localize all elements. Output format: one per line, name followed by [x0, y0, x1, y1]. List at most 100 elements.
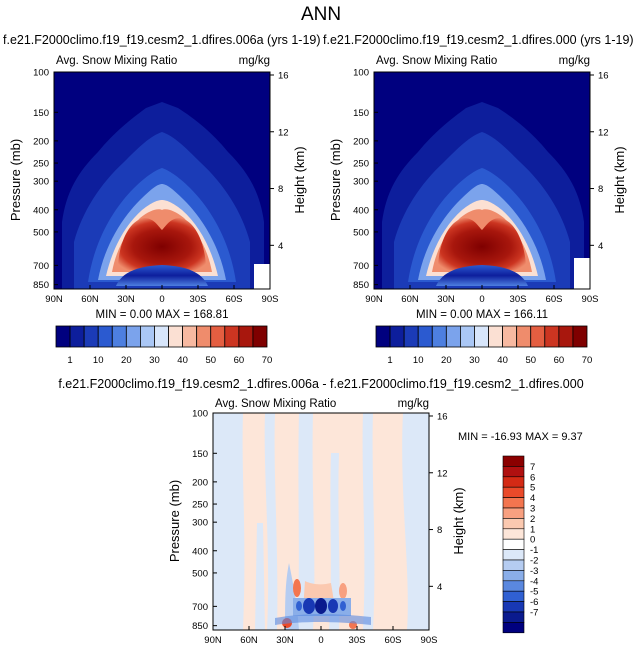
difference-colorbar-label: -2 [530, 556, 538, 567]
difference-colorbar-label: 5 [530, 483, 535, 494]
difference-y-tick-label: 500 [192, 568, 208, 579]
difference-colorbar-label: -4 [530, 576, 538, 587]
panel-2-y2-axis-label: Height (km) [612, 146, 627, 213]
panel-1-colorbar-swatch [196, 325, 212, 348]
difference-colorbar-label: -5 [530, 587, 538, 598]
panel-1-plot-area [53, 71, 271, 290]
difference-colorbar-label: 7 [530, 462, 535, 473]
panel-1-y2-tick-label: 8 [278, 184, 283, 195]
panel-2-y-tick-label: 150 [353, 108, 369, 119]
panel-2-colorbar-swatch [460, 325, 475, 348]
difference-colorbar-swatch [502, 528, 525, 540]
difference-colorbar-swatch [502, 559, 525, 571]
panel-1-case-title: f.e21.F2000climo.f19_f19.cesm2_1.dfires.… [3, 33, 321, 47]
panel-2-y2-tick-label: 4 [598, 241, 603, 252]
panel-1-colorbar-swatch [83, 325, 99, 348]
panel-1-x-tick-label: 30S [190, 294, 207, 305]
difference-y2-tick-label: 12 [437, 468, 448, 479]
panel-1-colorbar-label: 30 [149, 355, 160, 366]
panel-1-y-tick-label: 500 [33, 227, 49, 238]
panel-2-colorbar-swatch [516, 325, 532, 348]
panel-2: f.e21.F2000climo.f19_f19.cesm2_1.dfires.… [323, 33, 634, 366]
panel-1-y-tick-label: 250 [33, 159, 49, 170]
difference-colorbar-swatch [502, 580, 525, 592]
panel-2-x-tick-label: 90S [582, 294, 599, 305]
difference-stats: MIN = -16.93 MAX = 9.37 [458, 431, 583, 443]
difference-panel: f.e21.F2000climo.f19_f19.cesm2_1.dfires.… [58, 377, 583, 646]
difference-x-tick-label: 30N [276, 635, 294, 646]
difference-colorbar-label: -3 [530, 566, 538, 577]
difference-colorbar-swatch [502, 590, 525, 602]
panel-2-y-tick-label: 200 [353, 136, 369, 147]
panel-2-y-tick-label: 500 [353, 227, 369, 238]
figure-suptitle: ANN [301, 4, 341, 25]
difference-y2-tick-label: 8 [437, 525, 442, 536]
panel-2-plot-area [373, 71, 591, 290]
difference-y-tick-label: 850 [192, 621, 208, 632]
difference-panel-units: mg/kg [398, 398, 429, 410]
panel-2-colorbar-label: 50 [525, 355, 536, 366]
difference-y-tick-label: 150 [192, 449, 208, 460]
panel-2-x-tick-label: 60N [401, 294, 419, 305]
panel-1-colorbar-swatch [55, 325, 71, 348]
difference-colorbar-label: 2 [530, 514, 535, 525]
difference-y2-axis-label: Height (km) [451, 487, 466, 554]
difference-y-tick-label: 400 [192, 546, 208, 557]
panel-1-x-tick-label: 90S [262, 294, 279, 305]
panel-1-y-axis-label: Pressure (mb) [8, 139, 23, 221]
panel-1-colorbar-swatch [111, 325, 127, 348]
difference-panel-variable-label: Avg. Snow Mixing Ratio [215, 398, 336, 410]
panel-2-case-title: f.e21.F2000climo.f19_f19.cesm2_1.dfires.… [323, 33, 634, 47]
difference-colorbar-swatch [502, 476, 525, 488]
panel-1-colorbar-swatch [125, 325, 141, 348]
panel-2-y-tick-label: 400 [353, 205, 369, 216]
difference-x-tick-label: 90S [421, 635, 438, 646]
difference-colorbar-swatch [502, 611, 525, 623]
panel-1-colorbar-swatch [140, 325, 155, 348]
panel-1-axes: 100 150 200 250 300 400 500 700 850 4 8 12 16 90N 60… [33, 68, 288, 306]
panel-1-y-tick-label: 700 [33, 261, 49, 272]
panel-1: f.e21.F2000climo.f19_f19.cesm2_1.dfires.… [3, 33, 321, 366]
panel-2-variable-label: Avg. Snow Mixing Ratio [376, 55, 497, 67]
difference-colorbar-label: 4 [530, 493, 535, 504]
panel-1-colorbar-swatch [69, 325, 85, 348]
panel-2-colorbar-label: 1 [387, 355, 392, 366]
difference-colorbar-swatch [502, 486, 525, 498]
panel-2-y-tick-label: 250 [353, 159, 369, 170]
panel-2-colorbar-swatch [544, 325, 560, 348]
difference-colorbar-label: -1 [530, 545, 538, 556]
difference-plot-area [212, 412, 430, 631]
difference-x-tick-label: 90N [204, 635, 222, 646]
panel-2-colorbar-swatch [488, 325, 503, 348]
panel-2-colorbar-swatch [417, 325, 433, 348]
panel-1-colorbar-swatch [182, 325, 198, 348]
difference-x-tick-label: 30S [349, 635, 366, 646]
difference-x-tick-label: 60N [240, 635, 258, 646]
panel-2-y-axis-label: Pressure (mb) [328, 139, 343, 221]
panel-2-colorbar-swatch [403, 325, 419, 348]
difference-colorbar-swatch [502, 466, 525, 478]
panel-1-colorbar-label: 10 [93, 355, 104, 366]
panel-1-y-tick-label: 100 [33, 68, 49, 79]
panel-2-colorbar: 1 10 20 30 40 50 60 70 [375, 325, 593, 366]
panel-1-y2-tick-label: 12 [278, 127, 289, 138]
panel-2-y-tick-label: 300 [353, 177, 369, 188]
panel-1-colorbar-swatch [252, 325, 268, 348]
difference-colorbar-label: -7 [530, 608, 538, 619]
panel-1-colorbar-label: 70 [262, 355, 273, 366]
panel-2-y2-tick-label: 12 [598, 127, 609, 138]
difference-x-tick-label: 60S [385, 635, 402, 646]
panel-1-x-tick-label: 90N [45, 294, 63, 305]
panel-1-y-tick-label: 300 [33, 177, 49, 188]
panel-1-colorbar-swatch [168, 325, 183, 348]
panel-1-colorbar-swatch [210, 325, 226, 348]
panel-2-colorbar-label: 70 [582, 355, 593, 366]
difference-colorbar-swatch [502, 601, 525, 613]
panel-2-colorbar-swatch [530, 325, 546, 348]
panel-1-x-tick-label: 60S [226, 294, 243, 305]
panel-2-colorbar-swatch [375, 325, 391, 348]
panel-1-colorbar-label: 60 [234, 355, 245, 366]
panel-2-colorbar-swatch [431, 325, 447, 348]
